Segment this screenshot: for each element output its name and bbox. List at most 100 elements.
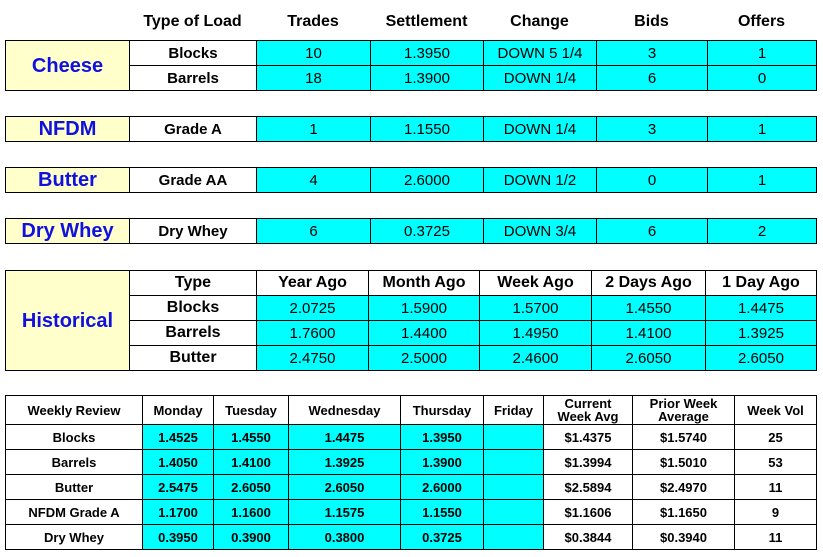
cell: 1.1700 — [142, 499, 214, 525]
cell: $1.3994 — [543, 449, 633, 475]
cell: $2.5894 — [543, 474, 633, 500]
load-type: Dry Whey — [129, 218, 257, 244]
cell — [483, 424, 544, 450]
cell: 1.4100 — [591, 320, 706, 346]
cell: 1 — [707, 116, 817, 142]
group-label: Butter — [5, 167, 130, 193]
cell: 1.7600 — [256, 320, 369, 346]
cell: 2.6000 — [400, 474, 484, 500]
cell: 1.4475 — [288, 424, 401, 450]
group-label: Cheese — [5, 40, 130, 91]
column-header: Prior Week Average — [632, 395, 735, 425]
row-label: Blocks — [129, 295, 257, 321]
cell: 1.3925 — [705, 320, 817, 346]
column-header: Month Ago — [368, 270, 480, 296]
column-header: Offers — [737, 13, 786, 30]
cell: 0.3900 — [213, 524, 289, 550]
column-header: 2 Days Ago — [591, 270, 706, 296]
cell — [483, 524, 544, 550]
cell: 1.4550 — [591, 295, 706, 321]
cell: 2.6000 — [370, 167, 484, 193]
cell: 10 — [256, 40, 371, 66]
column-header: Weekly Review — [5, 395, 143, 425]
cell: 53 — [734, 449, 817, 475]
cell: 6 — [596, 65, 708, 91]
cell: 1.4050 — [142, 449, 214, 475]
cell: 1.3900 — [400, 449, 484, 475]
cell: 1 — [707, 40, 817, 66]
cell — [483, 449, 544, 475]
cell: 0.3725 — [370, 218, 484, 244]
cell: 1.4525 — [142, 424, 214, 450]
cell: 1.3950 — [370, 40, 484, 66]
cell: $1.4375 — [543, 424, 633, 450]
cell: $0.3940 — [632, 524, 735, 550]
cell — [483, 499, 544, 525]
cell: 1.4475 — [705, 295, 817, 321]
column-header: Change — [510, 13, 569, 30]
cell: DOWN 1/2 — [483, 167, 597, 193]
cell: $2.4970 — [632, 474, 735, 500]
column-header: Type of Load — [143, 13, 242, 30]
row-label: Butter — [5, 474, 143, 500]
cell: 2.4750 — [256, 345, 369, 371]
cell: 9 — [734, 499, 817, 525]
cell: 0.3800 — [288, 524, 401, 550]
cell: 2.5475 — [142, 474, 214, 500]
cell: DOWN 1/4 — [483, 116, 597, 142]
column-header: Tuesday — [213, 395, 289, 425]
cell: $1.5740 — [632, 424, 735, 450]
cell: 11 — [734, 474, 817, 500]
cell: 2.6050 — [213, 474, 289, 500]
cell: $1.1650 — [632, 499, 735, 525]
cell: DOWN 5 1/4 — [483, 40, 597, 66]
group-label: NFDM — [5, 116, 130, 142]
cell: 18 — [256, 65, 371, 91]
cell: DOWN 1/4 — [483, 65, 597, 91]
cell: 1.4400 — [368, 320, 480, 346]
row-label: Blocks — [5, 424, 143, 450]
column-header: Year Ago — [256, 270, 369, 296]
cell: 2.6050 — [705, 345, 817, 371]
cell: 1.1550 — [370, 116, 484, 142]
cell: 1.4100 — [213, 449, 289, 475]
cell: 3 — [596, 116, 708, 142]
group-label: Dry Whey — [5, 218, 130, 244]
cell: 1.3900 — [370, 65, 484, 91]
cell: 1.3950 — [400, 424, 484, 450]
historical-label: Historical — [5, 270, 130, 371]
column-header: Week Ago — [479, 270, 592, 296]
load-type: Blocks — [129, 40, 257, 66]
cell: 1.1600 — [213, 499, 289, 525]
cell: DOWN 3/4 — [483, 218, 597, 244]
column-header: Monday — [142, 395, 214, 425]
cell: 25 — [734, 424, 817, 450]
cell: 4 — [256, 167, 371, 193]
cell: 2.5000 — [368, 345, 480, 371]
row-label: Barrels — [5, 449, 143, 475]
cell: $1.1606 — [543, 499, 633, 525]
cell: 11 — [734, 524, 817, 550]
column-header: 1 Day Ago — [705, 270, 817, 296]
column-header: Wednesday — [288, 395, 401, 425]
cell: 2.0725 — [256, 295, 369, 321]
cell: 2 — [707, 218, 817, 244]
cell: 1.3925 — [288, 449, 401, 475]
cell: 1.1575 — [288, 499, 401, 525]
load-type: Grade AA — [129, 167, 257, 193]
cell: 0.3950 — [142, 524, 214, 550]
column-header: Current Week Avg — [543, 395, 633, 425]
cell: 0.3725 — [400, 524, 484, 550]
row-label: Dry Whey — [5, 524, 143, 550]
cell: $1.5010 — [632, 449, 735, 475]
cell: 1.5700 — [479, 295, 592, 321]
cell: 2.4600 — [479, 345, 592, 371]
load-type: Barrels — [129, 65, 257, 91]
cell: 2.6050 — [288, 474, 401, 500]
cell: 0 — [707, 65, 817, 91]
cell: 0 — [596, 167, 708, 193]
cell: 1.4550 — [213, 424, 289, 450]
cell — [483, 474, 544, 500]
cell: 1.5900 — [368, 295, 480, 321]
